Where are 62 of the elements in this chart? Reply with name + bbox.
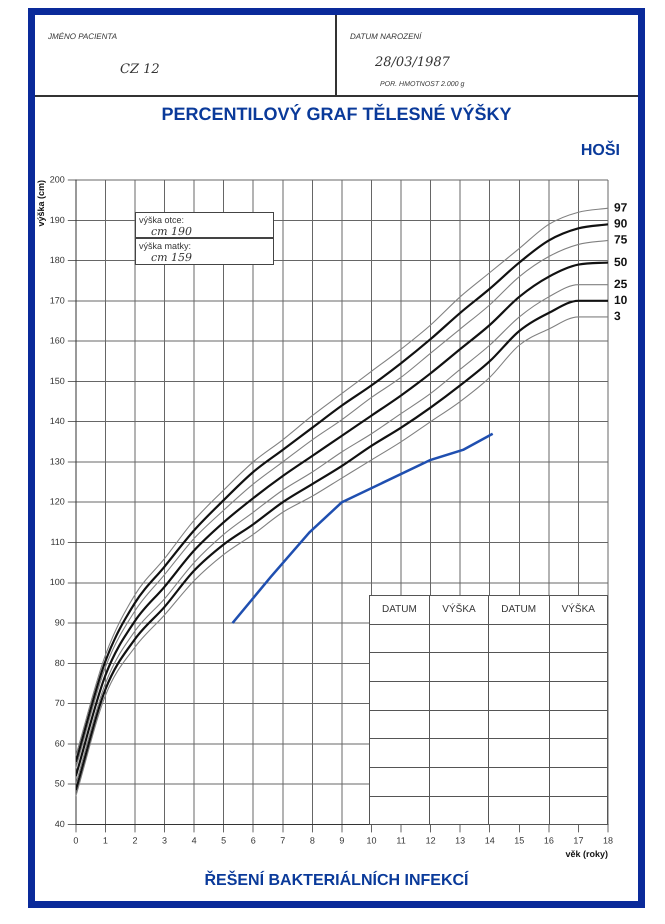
x-tick-label: 12 xyxy=(426,835,436,846)
x-tick-label: 10 xyxy=(366,835,376,846)
chart-title: PERCENTILOVÝ GRAF TĚLESNÉ VÝŠKY xyxy=(160,104,513,125)
x-tick-label: 17 xyxy=(573,835,584,846)
parent-height-field: výška matky: cm 159 xyxy=(134,238,274,265)
x-tick-label: 14 xyxy=(484,835,495,846)
y-tick-label: 130 xyxy=(50,456,65,466)
series-label: 75 xyxy=(614,232,628,247)
annotation: výška otce: xyxy=(138,215,185,226)
series-label: 10 xyxy=(614,293,628,308)
x-tick-label: 11 xyxy=(396,835,406,846)
annotation: VÝŠKA xyxy=(549,595,608,624)
y-axis-title: výška (cm) xyxy=(36,180,46,227)
y-tick-label: 90 xyxy=(54,618,65,628)
y-tick-label: 120 xyxy=(50,496,65,507)
series-label: 3 xyxy=(614,309,621,324)
series-label: 25 xyxy=(614,277,628,292)
x-axis-title: věk (roky) xyxy=(565,849,608,860)
x-tick-label: 6 xyxy=(250,835,256,846)
x-tick-label: 2 xyxy=(132,835,138,846)
x-tick-label: 0 xyxy=(73,835,78,846)
annotation: VÝŠKA xyxy=(430,595,488,624)
x-tick-label: 1 xyxy=(102,835,108,846)
x-tick-label: 15 xyxy=(514,835,524,846)
y-tick-label: 110 xyxy=(50,536,65,547)
y-tick-label: 140 xyxy=(50,416,65,426)
y-tick-label: 190 xyxy=(50,214,65,225)
series-label: 97 xyxy=(614,200,628,215)
y-tick-label: 150 xyxy=(50,376,65,386)
y-tick-label: 80 xyxy=(54,658,65,668)
y-tick-label: 60 xyxy=(54,738,65,748)
x-tick-label: 8 xyxy=(310,835,315,846)
x-tick-label: 7 xyxy=(280,835,286,846)
series-label: 50 xyxy=(614,254,628,269)
y-tick-label: 180 xyxy=(50,255,65,266)
x-tick-label: 5 xyxy=(221,835,226,846)
x-tick-label: 3 xyxy=(162,835,168,846)
y-tick-label: 160 xyxy=(50,336,65,346)
text: ŘEŠENÍ BAKTERIÁLNÍCH INFEKCÍ xyxy=(203,872,470,890)
y-tick-label: 170 xyxy=(50,295,65,306)
y-tick-label: 50 xyxy=(54,778,65,789)
series-label: 90 xyxy=(614,216,628,231)
annotation: DATUM xyxy=(369,595,430,624)
x-tick-label: 18 xyxy=(602,835,614,846)
annotation: cm 159 xyxy=(150,251,194,264)
annotation: výška matky: xyxy=(138,241,192,252)
annotation: DATUM xyxy=(488,595,550,624)
text: CZ 12 xyxy=(120,62,160,77)
y-tick-label: 200 xyxy=(50,174,65,184)
text: DATUM NAROZENÍ xyxy=(350,32,424,42)
parent-height-field: výška otce: cm 190 xyxy=(134,212,274,238)
x-tick-label: 9 xyxy=(339,835,344,846)
text: 28/03/1987 xyxy=(375,55,450,70)
y-tick-label: 40 xyxy=(54,818,65,829)
x-tick-label: 16 xyxy=(544,835,554,846)
text: JMÉNO PACIENTA xyxy=(48,32,118,42)
y-tick-label: 100 xyxy=(50,577,65,588)
x-tick-label: 4 xyxy=(192,835,197,846)
chart-subtitle: HOŠI xyxy=(580,142,620,160)
annotation: cm 190 xyxy=(150,225,194,238)
y-tick-label: 70 xyxy=(54,698,65,708)
x-tick-label: 13 xyxy=(455,835,466,846)
